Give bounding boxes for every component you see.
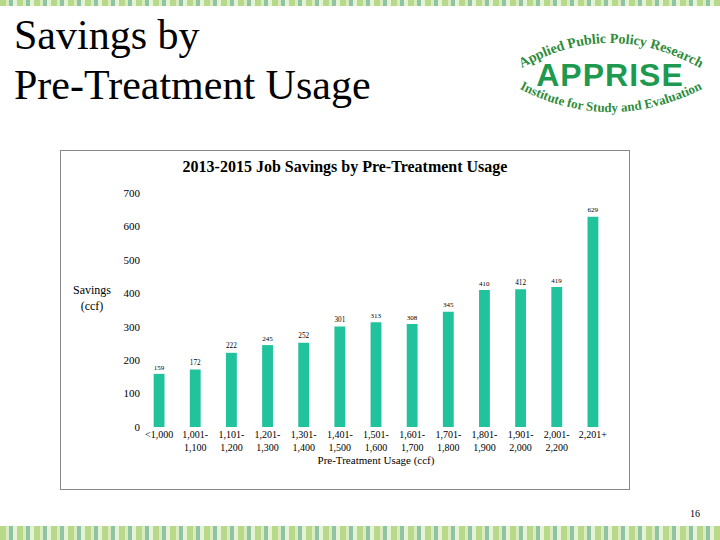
svg-text:400: 400 [124,287,141,299]
svg-text:1,201-1,300: 1,201-1,300 [255,429,281,453]
svg-text:222: 222 [226,342,237,350]
svg-text:412: 412 [515,279,526,287]
svg-text:700: 700 [124,187,141,199]
svg-text:1,101-1,200: 1,101-1,200 [218,429,244,453]
svg-text:1,801-1,900: 1,801-1,900 [472,429,498,453]
svg-text:0: 0 [135,421,141,433]
svg-text:1,301-1,400: 1,301-1,400 [291,429,317,453]
svg-text:345: 345 [443,301,454,309]
svg-text:301: 301 [334,316,345,324]
svg-text:200: 200 [124,354,141,366]
svg-text:2,001-2,200: 2,001-2,200 [544,429,570,453]
svg-text:APPRISE: APPRISE [536,57,683,93]
svg-text:1,601-1,700: 1,601-1,700 [399,429,425,453]
svg-text:Institute for Study and Evalua: Institute for Study and Evaluation [518,78,704,115]
svg-text:Pre-Treatment Usage (ccf): Pre-Treatment Usage (ccf) [318,454,435,467]
svg-text:410: 410 [479,280,490,288]
svg-text:<1,000: <1,000 [145,429,173,440]
html-text:16: 16 [690,508,700,519]
svg-text:Applied Public Policy Research: Applied Public Policy Research [516,31,706,71]
svg-text:2013-2015 Job Savings by Pre-T: 2013-2015 Job Savings by Pre-Treatment U… [183,158,508,176]
svg-text:2,201+: 2,201+ [579,429,608,440]
html-text:Savings by: Savings by [14,12,200,58]
svg-text:172: 172 [190,359,201,367]
svg-text:300: 300 [124,321,141,333]
svg-text:629: 629 [587,206,598,214]
svg-text:Savings(ccf): Savings(ccf) [73,283,111,313]
svg-text:159: 159 [154,364,165,372]
svg-text:600: 600 [124,220,141,232]
svg-text:252: 252 [298,332,309,340]
svg-text:308: 308 [407,314,418,322]
svg-text:313: 313 [371,312,382,320]
svg-text:1,501-1,600: 1,501-1,600 [363,429,389,453]
svg-text:100: 100 [124,387,141,399]
svg-text:1,001-1,100: 1,001-1,100 [182,429,208,453]
html-text:Pre-Treatment Usage: Pre-Treatment Usage [14,62,371,108]
svg-text:1,401-1,500: 1,401-1,500 [327,429,353,453]
svg-text:1,901-2,000: 1,901-2,000 [508,429,534,453]
svg-text:419: 419 [551,277,562,285]
svg-text:245: 245 [262,335,273,343]
svg-text:1,701-1,800: 1,701-1,800 [435,429,461,453]
svg-text:500: 500 [124,254,141,266]
